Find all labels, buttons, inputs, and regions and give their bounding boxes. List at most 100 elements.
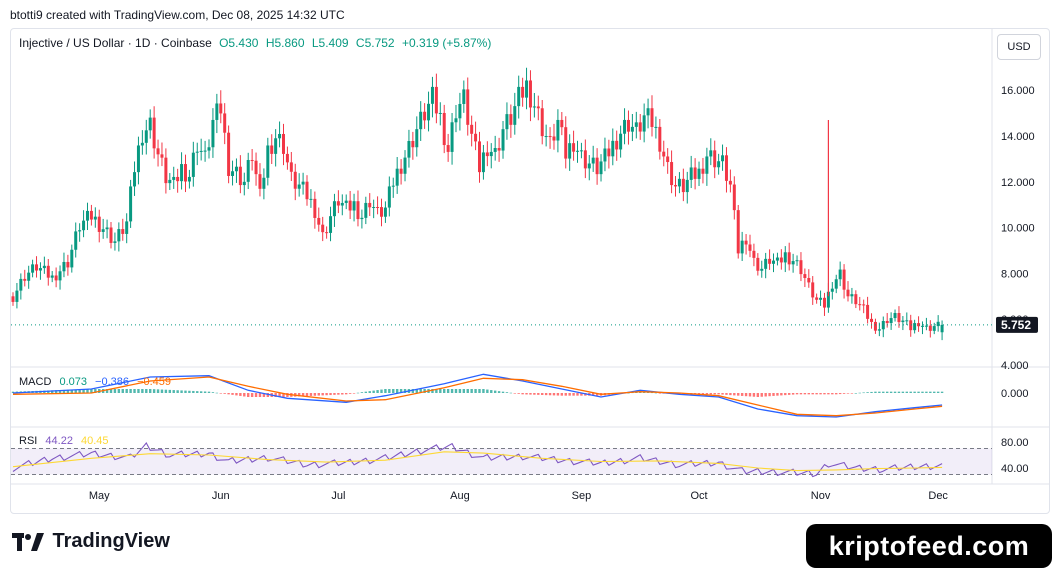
tradingview-logo[interactable]: TradingView (12, 530, 170, 552)
macd-histogram-bar (282, 393, 285, 397)
candle-body (576, 150, 580, 152)
chart-canvas[interactable]: 4.0006.0008.00010.00012.00014.00016.0001… (11, 29, 1049, 513)
macd-histogram-bar (591, 393, 595, 396)
price-candle (368, 193, 372, 217)
price-candle (619, 125, 623, 158)
macd-histogram-bar (470, 389, 473, 393)
macd-histogram-bar (478, 389, 481, 393)
candle-body (317, 217, 321, 225)
macd-histogram-bar (595, 393, 599, 396)
price-candle (858, 296, 862, 311)
price-candle (227, 125, 231, 184)
macd-histogram-bar (196, 391, 199, 393)
candle-body (724, 155, 728, 181)
candle-body (532, 106, 536, 108)
candle-body (266, 145, 270, 178)
price-candle (254, 152, 258, 186)
macd-histogram-bar (415, 389, 418, 393)
macd-histogram-bar (121, 389, 124, 393)
macd-histogram-bar (486, 389, 489, 393)
price-candle (591, 145, 595, 172)
candle-body (211, 119, 215, 148)
price-candle (183, 154, 187, 193)
macd-histogram-bar (105, 389, 109, 393)
candle-body (27, 272, 31, 281)
candle-body (246, 160, 250, 182)
macd-histogram-bar (474, 389, 477, 393)
macd-histogram-bar (501, 391, 505, 393)
macd-histogram-bar (803, 393, 807, 395)
candle-body (11, 296, 15, 302)
price-candle (105, 219, 109, 239)
candle-body (909, 320, 913, 331)
price-candle (920, 321, 924, 335)
macd-title[interactable]: MACD (19, 376, 52, 388)
price-candle (293, 163, 297, 201)
macd-histogram-bar (544, 393, 548, 396)
macd-histogram-value: 0.073 (59, 376, 87, 388)
price-candle (646, 98, 650, 129)
symbol-name[interactable]: Injective / US Dollar · 1D · Coinbase (19, 36, 212, 50)
macd-axis-tick-label: 0.000 (1001, 388, 1029, 400)
chart-panel[interactable]: 4.0006.0008.00010.00012.00014.00016.0001… (10, 28, 1050, 514)
rsi-title[interactable]: RSI (19, 435, 38, 447)
rsi-band-fill (11, 448, 992, 475)
candle-body (760, 268, 764, 271)
candle-body (897, 313, 901, 323)
candle-body (278, 133, 282, 139)
macd-histogram-bar (309, 393, 313, 396)
price-candle (572, 130, 576, 161)
macd-histogram-bar (321, 393, 324, 396)
price-candle (340, 194, 344, 216)
candle-body (454, 118, 458, 123)
price-candle (113, 232, 117, 251)
candle-body (438, 112, 442, 114)
price-candle (548, 127, 552, 149)
candle-body (846, 289, 850, 297)
macd-histogram-bar (348, 393, 352, 394)
macd-histogram-bar (548, 393, 552, 396)
price-candle (125, 213, 129, 244)
price-candle (497, 137, 501, 162)
rsi-axis-tick-label: 40.00 (1001, 463, 1029, 475)
candle-body (572, 143, 576, 152)
candle-body (227, 132, 231, 176)
candle-body (838, 269, 842, 280)
candle-body (148, 117, 152, 131)
candle-body (709, 150, 713, 157)
macd-histogram-bar (305, 393, 309, 397)
macd-histogram-bar (388, 389, 391, 393)
price-candle (752, 243, 756, 267)
candle-body (717, 161, 721, 168)
candle-body (395, 168, 399, 186)
macd-histogram-bar (129, 389, 132, 393)
ohlc-open: O5.430 (219, 36, 259, 50)
price-candle (670, 150, 674, 194)
currency-button[interactable]: USD (997, 34, 1041, 60)
macd-histogram-bar (58, 390, 62, 393)
price-candle (215, 93, 219, 134)
candle-body (936, 321, 940, 327)
macd-histogram-bar (274, 393, 277, 397)
price-candle (262, 168, 266, 200)
price-candle (540, 100, 544, 145)
price-candle (795, 255, 799, 266)
price-candle (430, 76, 434, 118)
price-candle (199, 138, 203, 161)
price-candle (893, 309, 897, 322)
price-candle (838, 261, 842, 287)
candle-body (940, 324, 944, 333)
macd-histogram-bar (117, 389, 121, 393)
macd-histogram-bar (705, 393, 709, 395)
macd-histogram-bar (815, 393, 818, 395)
time-axis-tick-label: Oct (690, 490, 707, 502)
candle-body (623, 119, 627, 134)
macd-histogram-bar (380, 389, 383, 393)
macd-histogram-bar (109, 389, 113, 393)
candle-body (556, 119, 560, 141)
candle-body (46, 265, 50, 278)
candle-body (78, 230, 82, 232)
macd-histogram-bar (341, 393, 344, 395)
price-axis-tick-label: 16.000 (1001, 85, 1035, 97)
macd-histogram-bar (345, 393, 348, 395)
